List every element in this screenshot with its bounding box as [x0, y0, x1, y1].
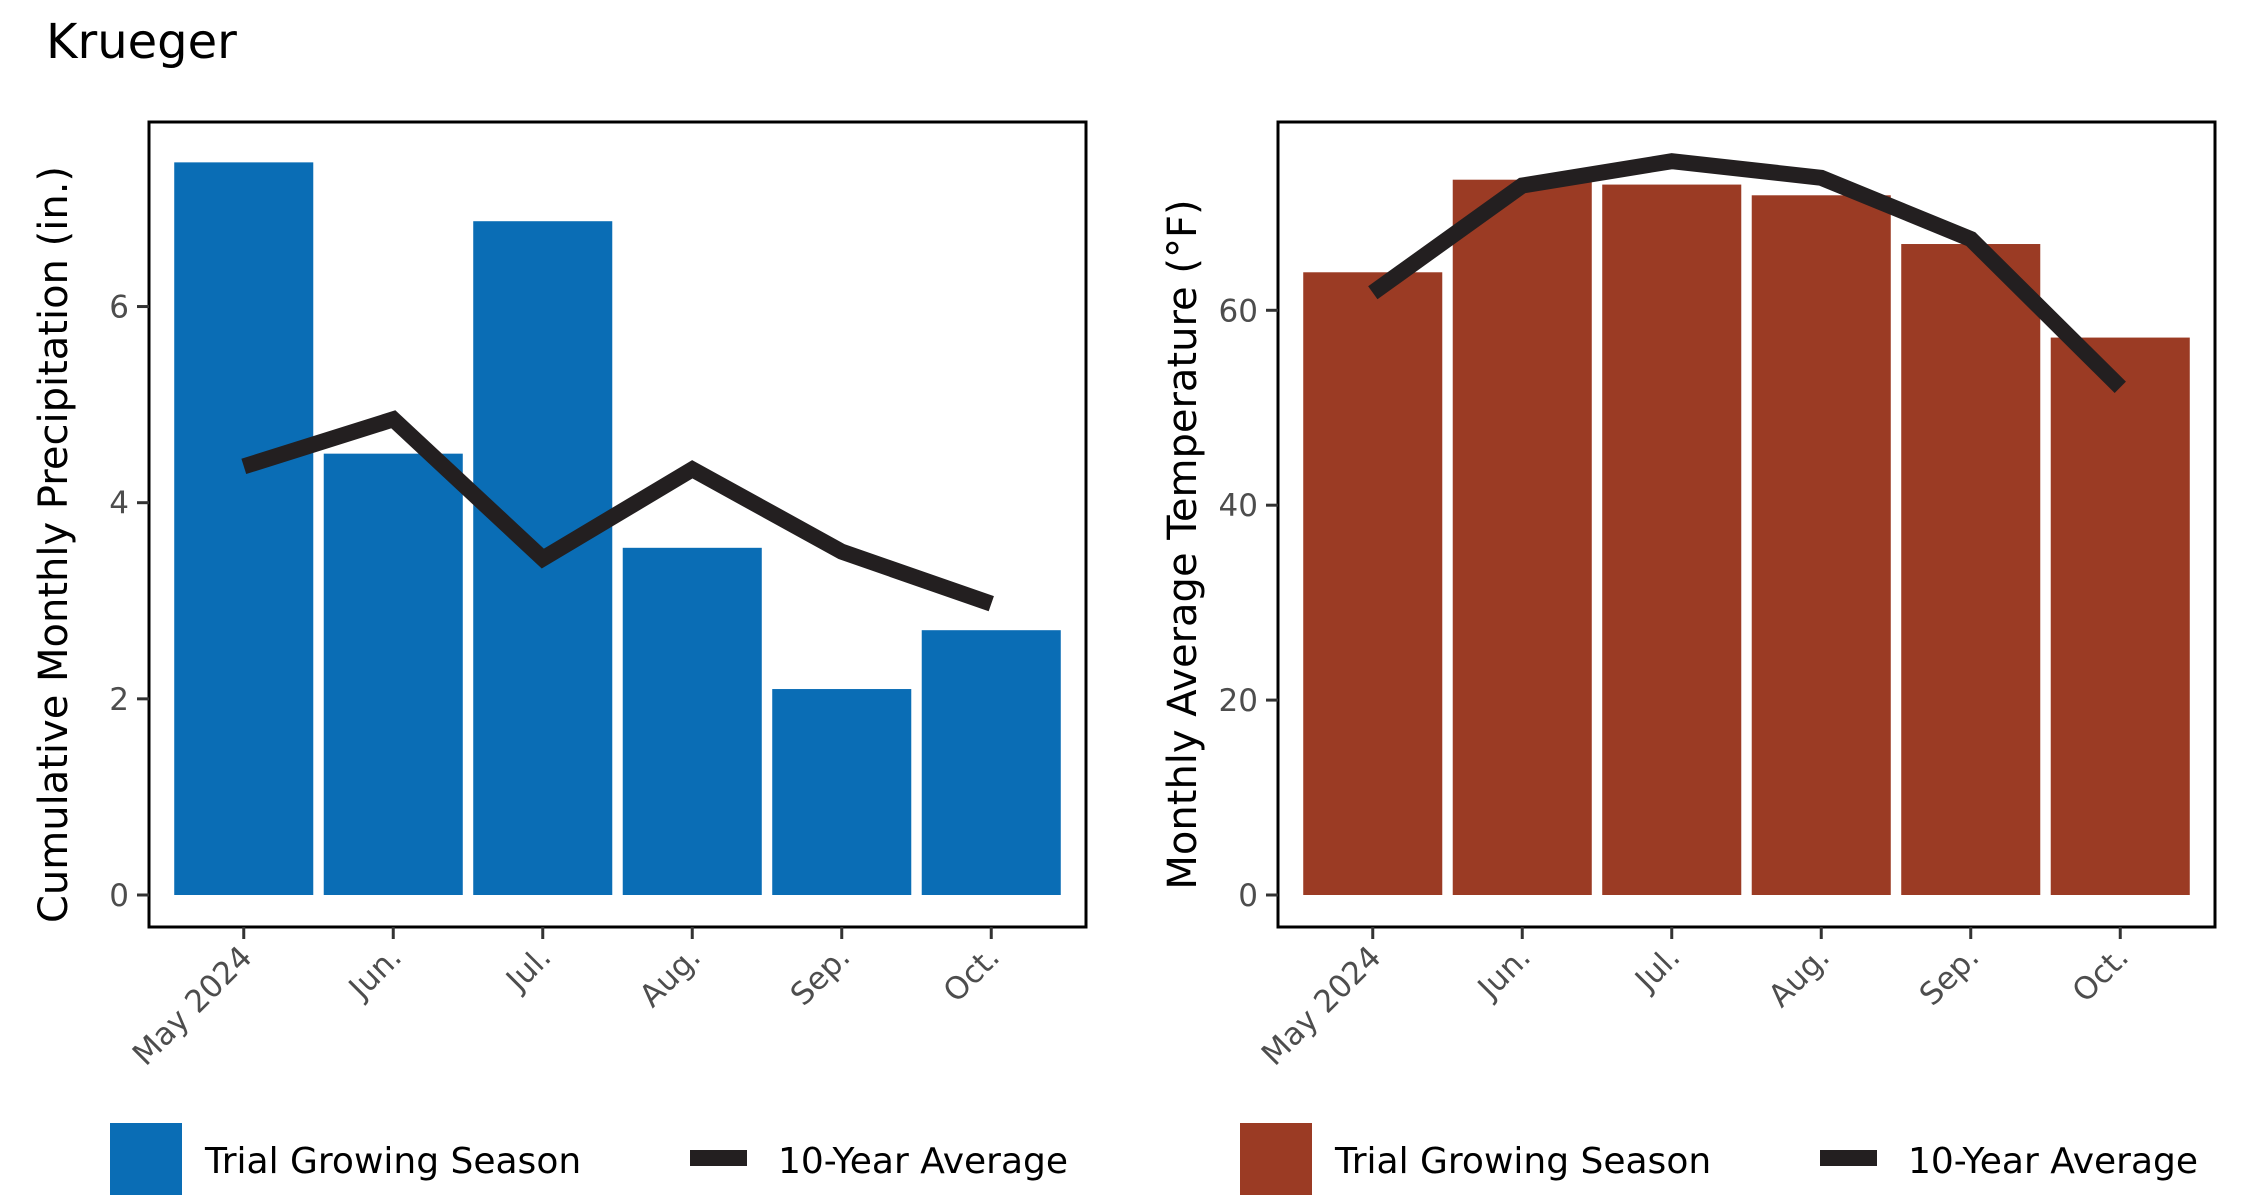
panel2-x-tick-label: Sep.	[1913, 939, 1987, 1013]
panel1-x-tick-label: Sep.	[784, 939, 858, 1013]
panel2-bar	[1901, 244, 2041, 895]
panel2-x-tick-label: Oct.	[2066, 939, 2136, 1009]
panel2-bar	[1751, 195, 1891, 896]
panel2-bar	[1303, 272, 1443, 895]
panel2-bar	[1452, 179, 1592, 896]
panel2-legend-swatch-bar	[1240, 1123, 1312, 1195]
panel1-bar	[772, 689, 912, 895]
panel2-legend-label-bar: Trial Growing Season	[1334, 1141, 1711, 1182]
panel1-bar	[921, 630, 1061, 895]
panel1-x-tick-label: Oct.	[937, 939, 1007, 1009]
panel2-x-tick-label: Aug.	[1762, 939, 1837, 1014]
panel2-x-tick-label: Jul.	[1627, 939, 1687, 999]
panel2-x-tick-label: May 2024	[1255, 939, 1389, 1073]
panel2-y-tick-label: 0	[1238, 878, 1258, 914]
panel2-bar	[2050, 337, 2190, 895]
panel1-x-tick-label: Aug.	[633, 939, 708, 1014]
panel1-legend-label-bar: Trial Growing Season	[204, 1141, 581, 1182]
panel1-bar	[174, 162, 314, 896]
panel2-y-tick-label: 60	[1219, 293, 1258, 329]
panel1-x-tick-label: May 2024	[126, 939, 260, 1073]
panel1-plot-border	[147, 120, 1088, 929]
panel1-line-series	[241, 410, 994, 612]
panel1-y-axis-label: Cumulative Monthly Precipitation (in.)	[31, 166, 77, 923]
panel1-y-tick-label: 4	[109, 486, 129, 522]
panel1-legend-swatch-bar	[110, 1123, 182, 1195]
panel2-legend-label-line: 10-Year Average	[1908, 1141, 2198, 1182]
panel1-legend-label-line: 10-Year Average	[778, 1141, 1068, 1182]
panel2-x-tick-label: Jun.	[1470, 939, 1538, 1007]
panel1-x-tick-label: Jul.	[498, 939, 558, 999]
panel2-y-axis-label: Monthly Average Temperature (°F)	[1160, 199, 1206, 889]
panel1-x-tick-label: Jun.	[341, 939, 409, 1007]
panel1-y-tick-label: 6	[109, 290, 129, 326]
panel1-bar	[622, 547, 762, 895]
figure-title: Krueger	[46, 14, 237, 70]
panel2-plot-border	[1276, 120, 2217, 929]
panel2-y-tick-label: 40	[1219, 488, 1258, 524]
panel1-y-tick-label: 2	[109, 682, 129, 718]
panel2-y-tick-label: 20	[1219, 683, 1258, 719]
panel1-y-tick-label: 0	[109, 878, 129, 914]
panel2-bar	[1602, 184, 1742, 895]
panel1-bar	[323, 453, 463, 895]
panel2-line-series	[1368, 153, 2126, 393]
